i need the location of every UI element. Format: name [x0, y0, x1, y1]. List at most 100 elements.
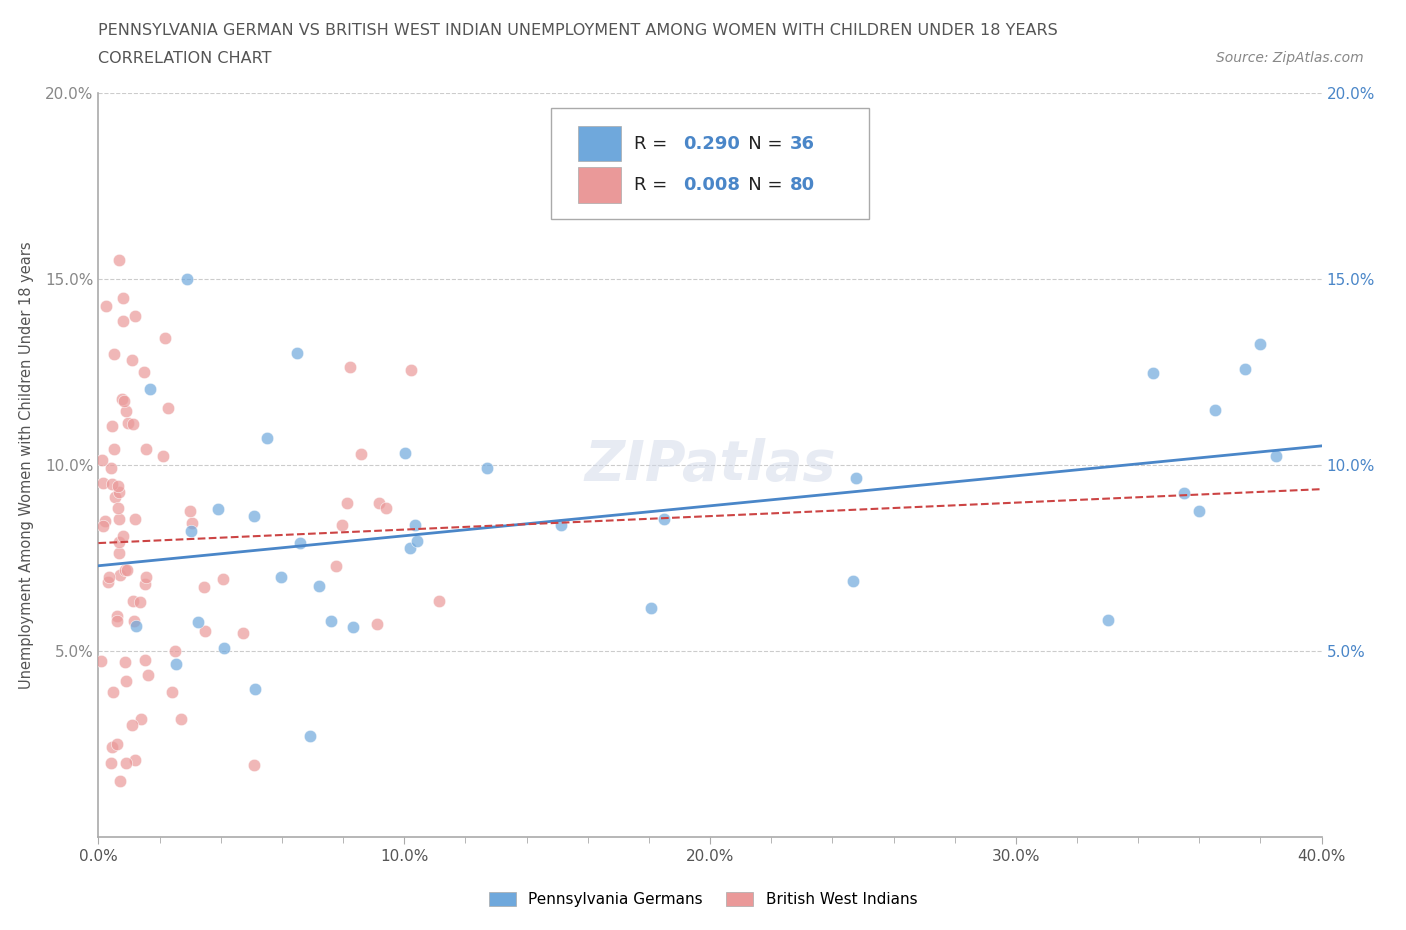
Text: N =: N =: [731, 177, 789, 194]
Point: [193, 579, 215, 594]
Point: [107, 546, 129, 561]
Point: [1188, 503, 1211, 518]
Point: [270, 569, 292, 584]
Point: [321, 613, 343, 628]
Point: [1142, 365, 1164, 380]
Text: PENNSYLVANIA GERMAN VS BRITISH WEST INDIAN UNEMPLOYMENT AMONG WOMEN WITH CHILDRE: PENNSYLVANIA GERMAN VS BRITISH WEST INDI…: [98, 23, 1059, 38]
Point: [181, 516, 204, 531]
Point: [298, 729, 321, 744]
Point: [152, 448, 174, 463]
Point: [100, 460, 122, 475]
Point: [101, 684, 124, 699]
Point: [156, 401, 179, 416]
Point: [1204, 402, 1226, 417]
Point: [114, 563, 136, 578]
Point: [129, 595, 152, 610]
Point: [98, 569, 121, 584]
Point: [475, 461, 498, 476]
Point: [134, 577, 156, 591]
Point: [194, 624, 217, 639]
Point: [129, 711, 152, 726]
Point: [101, 418, 124, 433]
Point: [427, 593, 450, 608]
Point: [112, 528, 135, 543]
Point: [107, 512, 129, 526]
Point: [103, 347, 125, 362]
Text: N =: N =: [731, 135, 789, 153]
Point: [121, 352, 143, 367]
Point: [125, 618, 148, 633]
Point: [101, 739, 124, 754]
Point: [108, 535, 131, 550]
Point: [114, 655, 136, 670]
Y-axis label: Unemployment Among Women with Children Under 18 years: Unemployment Among Women with Children U…: [20, 241, 34, 689]
Point: [122, 593, 145, 608]
Point: [107, 479, 129, 494]
Point: [288, 536, 311, 551]
Point: [404, 518, 426, 533]
Point: [1249, 337, 1271, 352]
Point: [349, 447, 371, 462]
Point: [124, 752, 146, 767]
Point: [134, 365, 156, 379]
Point: [367, 496, 389, 511]
Point: [243, 758, 266, 773]
Point: [163, 644, 186, 658]
Point: [105, 609, 128, 624]
Text: R =: R =: [634, 177, 673, 194]
Point: [135, 442, 157, 457]
Point: [122, 417, 145, 432]
Point: [335, 496, 357, 511]
Point: [108, 485, 131, 499]
Text: CORRELATION CHART: CORRELATION CHART: [98, 51, 271, 66]
Point: [107, 501, 129, 516]
Point: [1234, 362, 1257, 377]
Point: [550, 517, 572, 532]
Text: 80: 80: [790, 177, 814, 194]
Point: [91, 519, 114, 534]
Point: [245, 681, 267, 696]
Point: [405, 534, 427, 549]
Point: [136, 668, 159, 683]
Point: [243, 508, 266, 523]
Point: [179, 504, 201, 519]
Point: [91, 453, 114, 468]
Point: [115, 673, 138, 688]
Point: [176, 272, 198, 286]
Point: [90, 653, 112, 668]
Point: [652, 512, 675, 526]
Point: [212, 641, 235, 656]
Point: [207, 502, 229, 517]
Point: [162, 685, 184, 700]
Point: [100, 755, 122, 770]
Point: [187, 615, 209, 630]
Point: [121, 718, 143, 733]
Point: [640, 601, 662, 616]
Point: [169, 711, 191, 726]
Point: [339, 360, 361, 375]
Point: [115, 404, 138, 418]
Point: [342, 619, 364, 634]
Point: [111, 290, 134, 305]
Point: [232, 626, 254, 641]
FancyBboxPatch shape: [551, 108, 869, 219]
Point: [285, 346, 308, 361]
Point: [91, 476, 114, 491]
Point: [375, 500, 398, 515]
Point: [94, 513, 117, 528]
Point: [105, 737, 128, 751]
Point: [124, 309, 146, 324]
Point: [112, 393, 135, 408]
Point: [134, 653, 156, 668]
Point: [104, 489, 127, 504]
Point: [124, 512, 146, 526]
Point: [1173, 485, 1195, 500]
Text: R =: R =: [634, 135, 673, 153]
Bar: [578, 167, 620, 203]
Point: [108, 253, 131, 268]
Point: [111, 392, 134, 406]
Bar: [578, 126, 620, 162]
Point: [842, 573, 865, 588]
Point: [212, 571, 235, 586]
Point: [115, 755, 138, 770]
